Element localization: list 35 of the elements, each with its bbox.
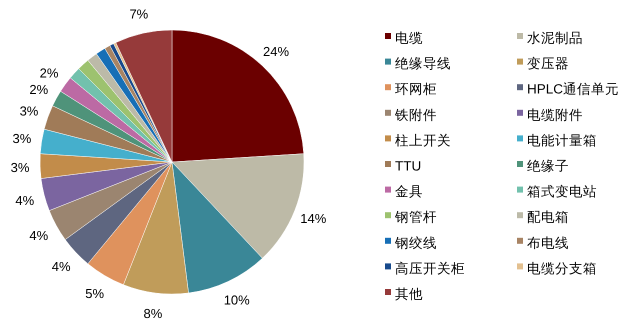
data-label: 3% [20,104,39,119]
data-label: 4% [15,192,35,208]
data-label: 14% [300,210,327,226]
legend-label: 电能计量箱 [527,132,597,148]
legend-label: 钢绞线 [394,235,437,250]
legend-label: 柱上开关 [395,132,451,148]
data-label: 3% [10,160,30,175]
legend-label: 其他 [395,286,423,302]
legend-label: TTU [395,158,422,174]
data-label: 10% [224,292,250,308]
data-label: 4% [52,259,72,274]
legend-label: 金具 [395,184,423,200]
data-label: 4% [29,228,49,244]
data-label: 2% [40,66,59,81]
data-label: 24% [263,44,290,60]
legend-label: 钢管杆 [394,210,437,225]
legend-label: 配电箱 [527,210,569,225]
legend-label: 电缆附件 [527,107,583,122]
legend-label: 环网柜 [395,82,437,97]
legend-label: 铁附件 [394,107,437,122]
legend-label: 绝缘导线 [395,56,451,72]
legend-label: 布电线 [527,235,569,250]
legend-label: 水泥制品 [527,30,583,46]
data-label: 5% [85,286,104,301]
data-label: 2% [29,82,49,97]
legend-label: HPLC通信单元 [527,82,620,97]
legend-label: 电缆 [395,30,423,46]
legend-label: 绝缘子 [527,158,569,174]
data-label: 8% [144,306,163,321]
legend-label: 电缆分支箱 [527,260,597,276]
legend-label: 高压开关柜 [395,260,465,276]
data-label: 3% [12,131,32,146]
legend-label: 变压器 [527,56,569,72]
legend-label: 箱式变电站 [527,184,597,200]
data-label: 7% [129,6,149,22]
